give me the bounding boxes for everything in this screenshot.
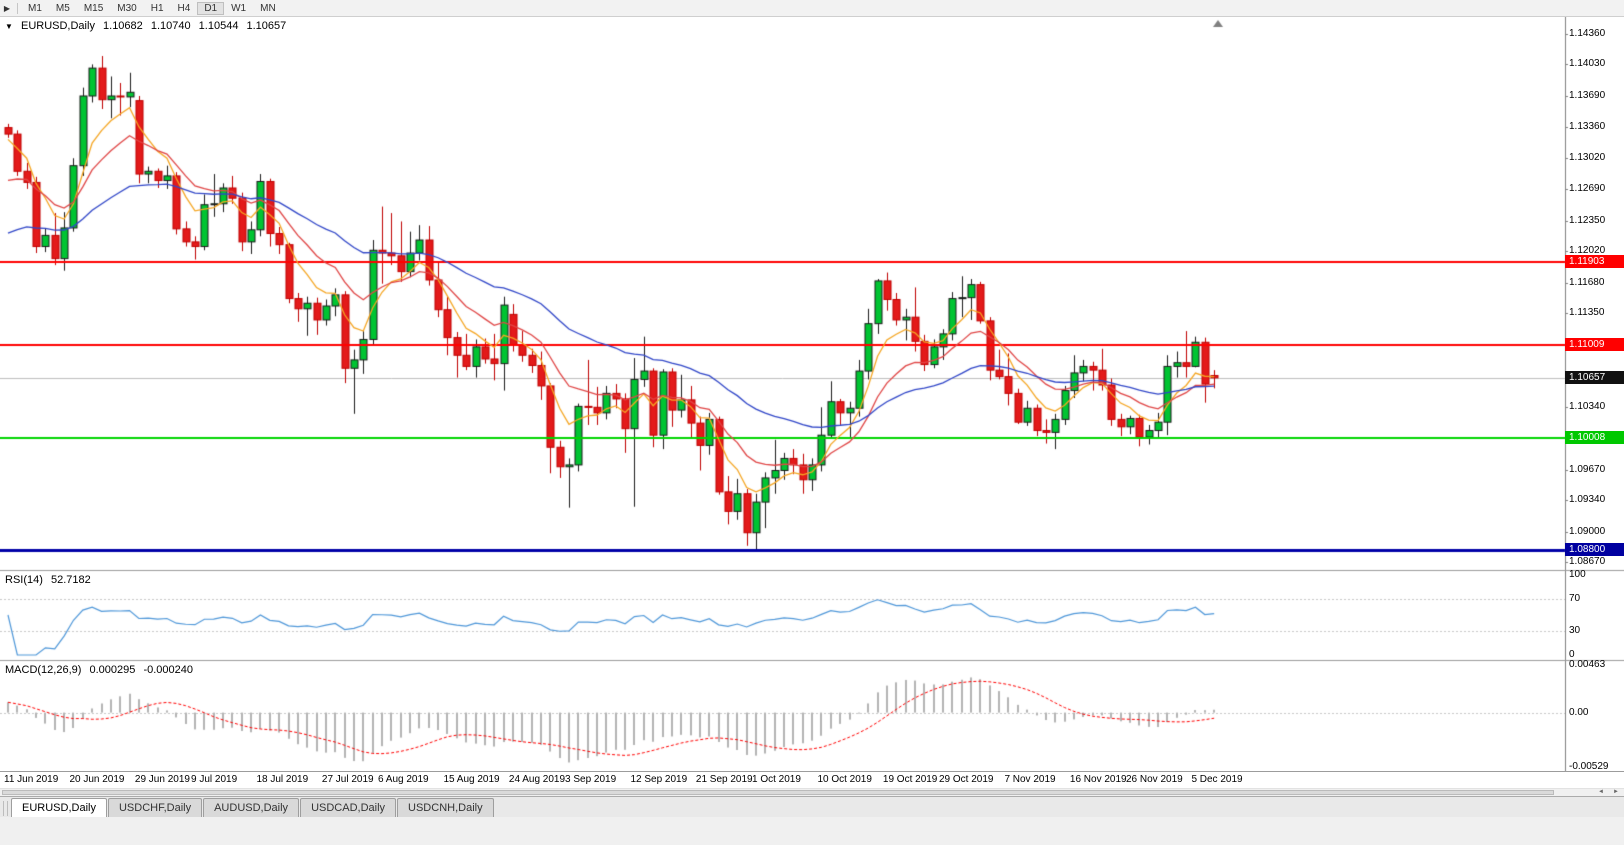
price-tick-label: 1.09670 (1569, 463, 1606, 475)
price-tick-label: 1.13020 (1569, 152, 1606, 164)
rsi-name: RSI(14) (5, 574, 43, 586)
status-strip (0, 817, 1624, 845)
macd-scale-label: -0.00529 (1569, 761, 1609, 772)
ohlc-readout: ▼ EURUSD,Daily 1.10682 1.10740 1.10544 1… (5, 20, 291, 32)
price-tick-label: 1.10340 (1569, 401, 1606, 413)
date-tick-label: 21 Sep 2019 (695, 774, 753, 785)
rsi-scale-label: 100 (1569, 569, 1586, 580)
toolbar-separator (17, 2, 18, 14)
price-level-badge: 1.11009 (1565, 338, 1624, 352)
rsi-indicator-label: RSI(14) 52.7182 (5, 574, 96, 586)
date-tick-label: 19 Oct 2019 (882, 774, 938, 785)
price-tick-label: 1.12020 (1569, 245, 1606, 257)
timeframe-toolbar: ▶ M1 M5 M15 M30 H1 H4 D1 W1 MN (0, 0, 1624, 17)
price-axis[interactable]: 1.14360 1.14030 1.13690 1.13360 1.13020 1.126… (1565, 17, 1624, 772)
chart-menu-icon[interactable]: ▼ (5, 22, 13, 31)
tabbar-grip-icon (3, 801, 8, 816)
price-tick-label: 1.14360 (1569, 27, 1606, 39)
chart-window: ▼ EURUSD,Daily 1.10682 1.10740 1.10544 1… (0, 17, 1624, 772)
timeframe-button-m15[interactable]: M15 (83, 2, 104, 14)
timeframe-button-w1[interactable]: W1 (231, 2, 247, 14)
rsi-scale-label: 70 (1569, 593, 1581, 604)
price-level-badge: 1.10008 (1565, 431, 1624, 445)
date-tick-label: 9 Jul 2019 (191, 774, 238, 785)
price-tick-label: 1.12350 (1569, 214, 1606, 226)
date-tick-label: 7 Nov 2019 (1004, 774, 1056, 785)
price-tick-label: 1.09340 (1569, 494, 1606, 506)
macd-indicator-label: MACD(12,26,9) 0.000295 -0.000240 (5, 664, 198, 676)
price-tick-label: 1.12690 (1569, 182, 1606, 194)
date-tick-label: 12 Sep 2019 (630, 774, 688, 785)
rsi-scale-label: 0 (1569, 649, 1575, 660)
timeframe-buttons: M1 M5 M15 M30 H1 H4 D1 W1 MN (21, 1, 283, 15)
date-tick-label: 10 Oct 2019 (817, 774, 872, 785)
date-tick-label: 1 Oct 2019 (752, 774, 801, 785)
chart-tab-usdcnh[interactable]: USDCNH,Daily (397, 798, 494, 817)
price-tick-label: 1.08670 (1569, 556, 1606, 568)
date-axis[interactable]: 11 Jun 2019 20 Jun 2019 29 Jun 2019 9 Jul 2… (0, 771, 1624, 788)
scroll-right-button[interactable]: ► (1613, 789, 1619, 795)
chart-canvas[interactable] (0, 17, 1624, 771)
high-value: 1.10740 (150, 20, 191, 32)
scrollbar-thumb[interactable] (2, 790, 1554, 795)
date-tick-label: 16 Nov 2019 (1069, 774, 1127, 785)
chart-tab-audusd[interactable]: AUDUSD,Daily (203, 798, 300, 817)
open-value: 1.10682 (103, 20, 143, 32)
low-value: 1.10544 (198, 20, 239, 32)
timeframe-button-m1[interactable]: M1 (28, 2, 42, 14)
macd-scale-label: 0.00 (1569, 706, 1589, 718)
timeframe-button-m5[interactable]: M5 (55, 2, 70, 14)
chart-tab-usdchf[interactable]: USDCHF,Daily (107, 798, 203, 817)
price-tick-label: 1.11680 (1569, 276, 1605, 288)
date-tick-label: 20 Jun 2019 (69, 774, 125, 785)
chart-tab-usdcad[interactable]: USDCAD,Daily (300, 798, 397, 817)
toolbar-menu-icon[interactable]: ▶ (3, 3, 11, 13)
macd-scale-label: 0.00463 (1569, 659, 1606, 670)
date-tick-label: 18 Jul 2019 (256, 774, 309, 785)
price-tick-label: 1.14030 (1569, 58, 1606, 70)
price-level-badge: 1.11903 (1565, 255, 1624, 269)
date-tick-label: 24 Aug 2019 (508, 774, 566, 785)
date-tick-label: 11 Jun 2019 (4, 774, 59, 785)
price-tick-label: 1.11350 (1569, 307, 1605, 319)
timeframe-button-m30[interactable]: M30 (117, 2, 137, 14)
macd-main-value: 0.000295 (89, 664, 136, 676)
chart-tab-eurusd[interactable]: EURUSD,Daily (11, 798, 107, 817)
price-tick-label: 1.13690 (1569, 89, 1606, 101)
price-tick-label: 1.13360 (1569, 120, 1606, 132)
timeframe-button-h4[interactable]: H4 (177, 2, 191, 14)
close-value: 1.10657 (246, 20, 287, 32)
macd-signal-value: -0.000240 (143, 664, 193, 676)
timeframe-button-d1[interactable]: D1 (197, 1, 225, 15)
horizontal-scrollbar: ◄ ► (0, 788, 1624, 796)
date-tick-label: 6 Aug 2019 (378, 774, 429, 785)
timeframe-button-h1[interactable]: H1 (150, 2, 164, 14)
date-tick-label: 15 Aug 2019 (443, 774, 500, 785)
date-tick-label: 29 Jun 2019 (134, 774, 190, 785)
chart-tabs: EURUSD,Daily USDCHF,Daily AUDUSD,Daily USDC… (0, 796, 1624, 817)
date-tick-label: 5 Dec 2019 (1191, 774, 1243, 785)
macd-name: MACD(12,26,9) (5, 664, 82, 676)
rsi-scale-label: 30 (1569, 625, 1581, 636)
date-tick-label: 29 Oct 2019 (939, 774, 994, 785)
date-tick-label: 26 Nov 2019 (1126, 774, 1183, 785)
symbol-timeframe-label: EURUSD,Daily (20, 20, 95, 32)
price-tick-label: 1.09000 (1569, 525, 1606, 537)
price-level-badge: 1.08800 (1565, 543, 1624, 557)
rsi-value: 52.7182 (50, 574, 91, 586)
date-tick-label: 27 Jul 2019 (321, 774, 374, 785)
price-level-badge: 1.10657 (1565, 370, 1624, 384)
scroll-left-button[interactable]: ◄ (1598, 789, 1604, 795)
timeframe-button-mn[interactable]: MN (260, 2, 276, 14)
date-tick-label: 3 Sep 2019 (565, 774, 617, 785)
